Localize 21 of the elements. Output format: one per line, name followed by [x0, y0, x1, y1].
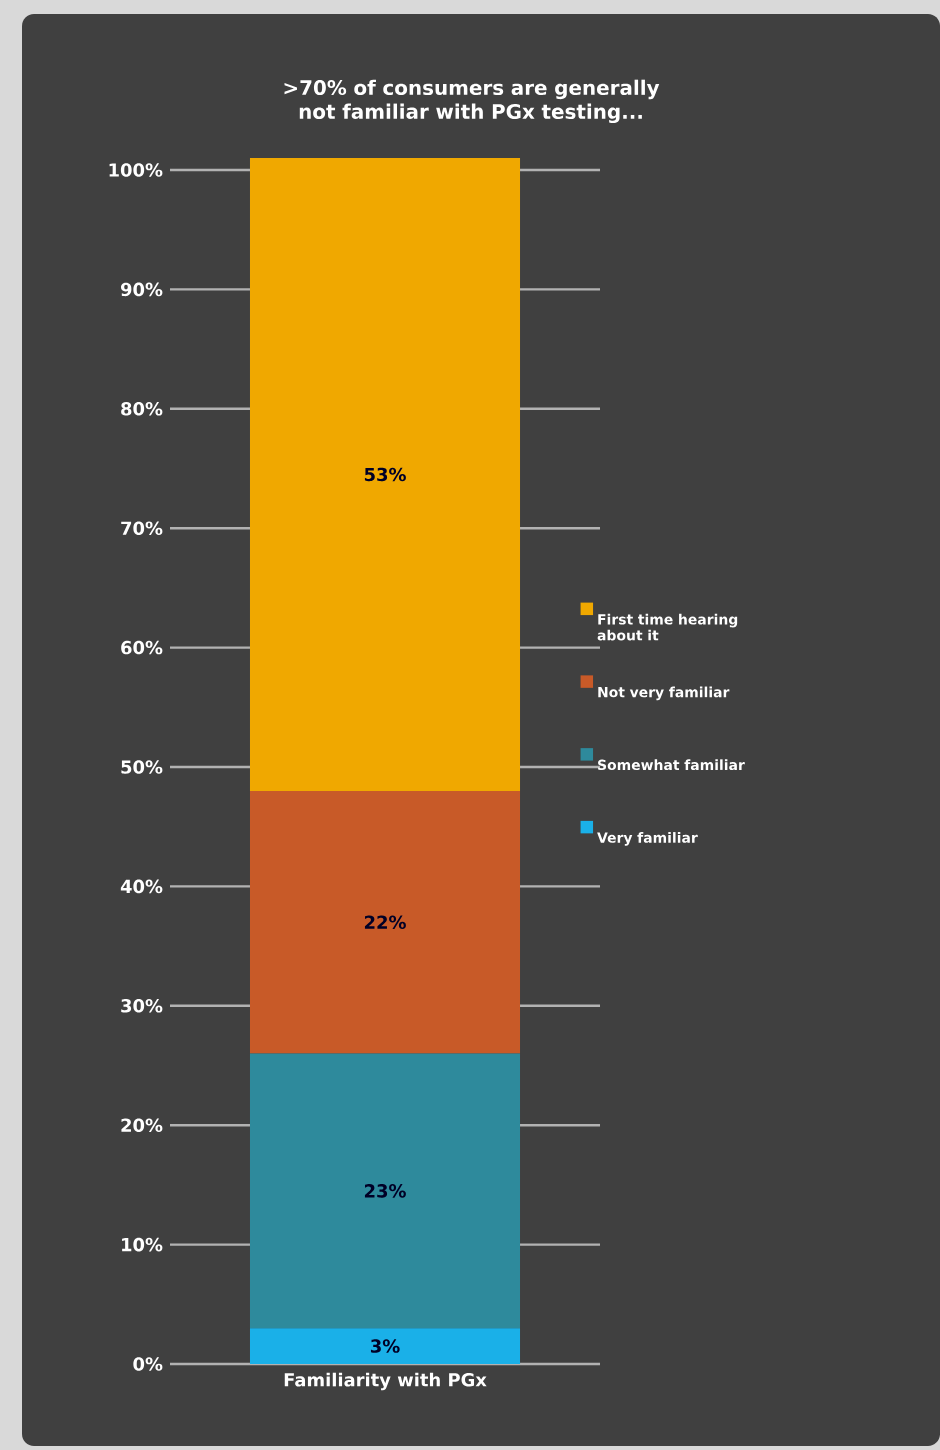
- y-tick-label: 10%: [122, 1237, 163, 1252]
- data-label: 23%: [364, 1184, 406, 1198]
- y-tick-label: 90%: [120, 282, 163, 297]
- bar: [249, 790, 521, 1054]
- bar: [249, 1053, 521, 1329]
- y-tick-label: 70%: [121, 521, 163, 535]
- bar: [249, 158, 521, 791]
- y-tick-label: 0%: [133, 1357, 163, 1371]
- data-label: 53%: [364, 467, 406, 482]
- y-tick-label: 50%: [121, 760, 163, 774]
- y-tick-label: 20%: [121, 1118, 163, 1132]
- y-tick-label: 40%: [120, 879, 163, 894]
- bar: [249, 1328, 521, 1364]
- y-tick-label: 30%: [121, 999, 163, 1013]
- data-label: 3%: [370, 1339, 400, 1353]
- y-tick-label: 60%: [121, 640, 163, 655]
- data-label: 22%: [364, 915, 406, 929]
- chart-title: >70% of consumers are generally not familiar with PGx testing...: [284, 79, 660, 124]
- y-tick-label: 80%: [121, 402, 163, 416]
- y-tick-label: 100%: [109, 163, 163, 177]
- x-axis-title: Familiarity with PGx: [284, 1372, 487, 1391]
